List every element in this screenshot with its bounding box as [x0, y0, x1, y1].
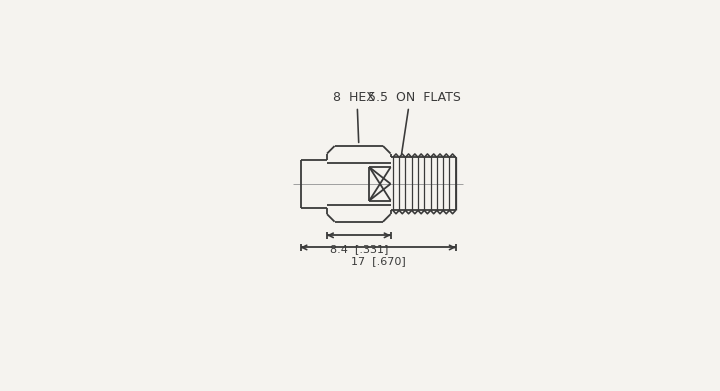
Text: 8.4  [.331]: 8.4 [.331] [330, 244, 388, 255]
Text: 17  [.670]: 17 [.670] [351, 256, 405, 267]
Text: 5.5  ON  FLATS: 5.5 ON FLATS [368, 91, 461, 104]
Text: 8  HEX: 8 HEX [333, 91, 374, 104]
